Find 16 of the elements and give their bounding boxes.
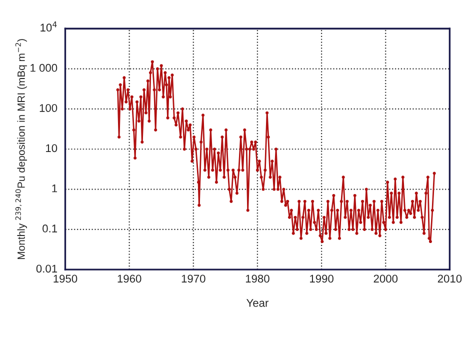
- x-tick-label: 2010: [438, 274, 462, 283]
- y-tick-label: 100: [40, 104, 58, 112]
- x-tick-label: 2000: [374, 274, 398, 283]
- y-tick-label: 10$^{4}$: [40, 22, 57, 32]
- x-tick-label: 1980: [246, 274, 270, 283]
- y-tick-label: 1 000: [30, 64, 58, 72]
- x-tick-label: 1960: [118, 274, 142, 283]
- y-tick-label: 0.01: [36, 264, 58, 273]
- x-tick-label: 1990: [310, 274, 334, 283]
- y-axis-title: Monthly $^{239,240}$Pu deposition in MRI (mBq m$^{−2}$): [15, 39, 27, 259]
- y-tick-label: 1: [52, 184, 58, 192]
- x-axis-title: Year: [246, 299, 269, 307]
- x-tick-label: 1970: [182, 274, 206, 283]
- x-tick-label: 1950: [54, 274, 78, 283]
- y-tick-label: 0.1: [42, 224, 58, 232]
- y-tick-label: 10: [46, 144, 58, 152]
